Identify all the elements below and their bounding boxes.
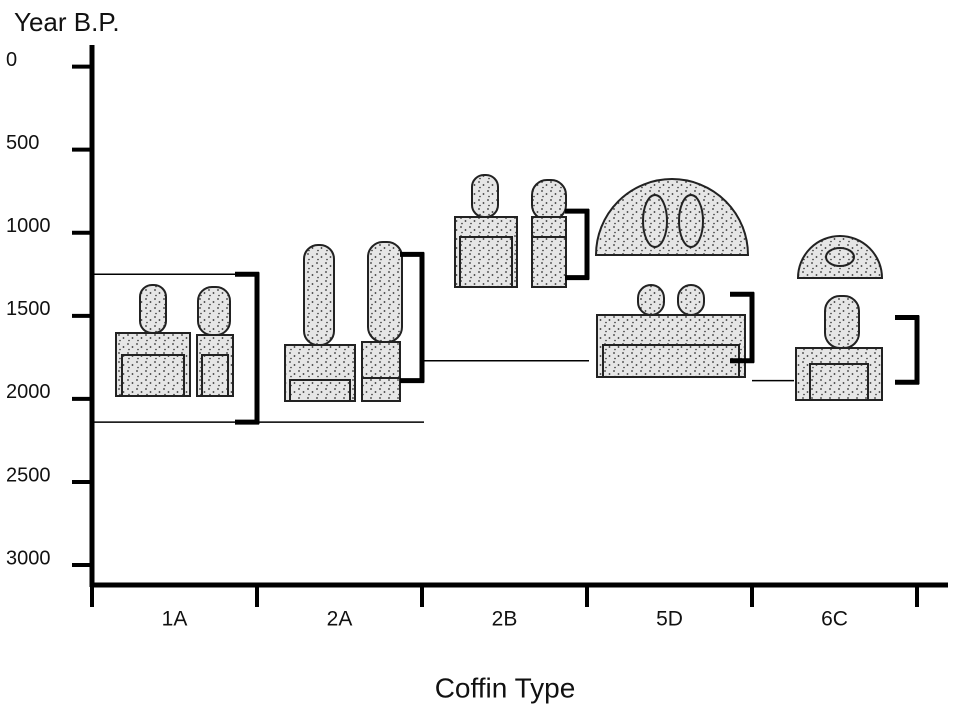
y-tick-label: 500 [6,132,39,154]
illustration-1a [116,285,233,396]
y-tick-label: 1000 [6,215,51,237]
y-axis-title: Year B.P. [14,7,120,37]
y-tick-label: 1500 [6,298,51,320]
illustration-2a [285,242,402,401]
x-tick-label: 2A [327,608,353,631]
y-tick-label: 2000 [6,381,51,403]
chart: Year B.P. Coffin Type [0,0,969,708]
y-tick-label: 0 [6,49,17,71]
x-axis-title: Coffin Type [435,672,576,703]
x-tick-label: 2B [492,608,518,631]
illustration-2b [455,175,748,287]
illustration-5d [597,285,745,377]
x-tick-label: 5D [656,608,683,631]
illustration-6c [796,236,882,400]
y-tick-label: 2500 [6,464,51,486]
x-tick-label: 6C [821,608,848,631]
y-tick-label: 3000 [6,547,51,569]
x-tick-label: 1A [162,608,188,631]
